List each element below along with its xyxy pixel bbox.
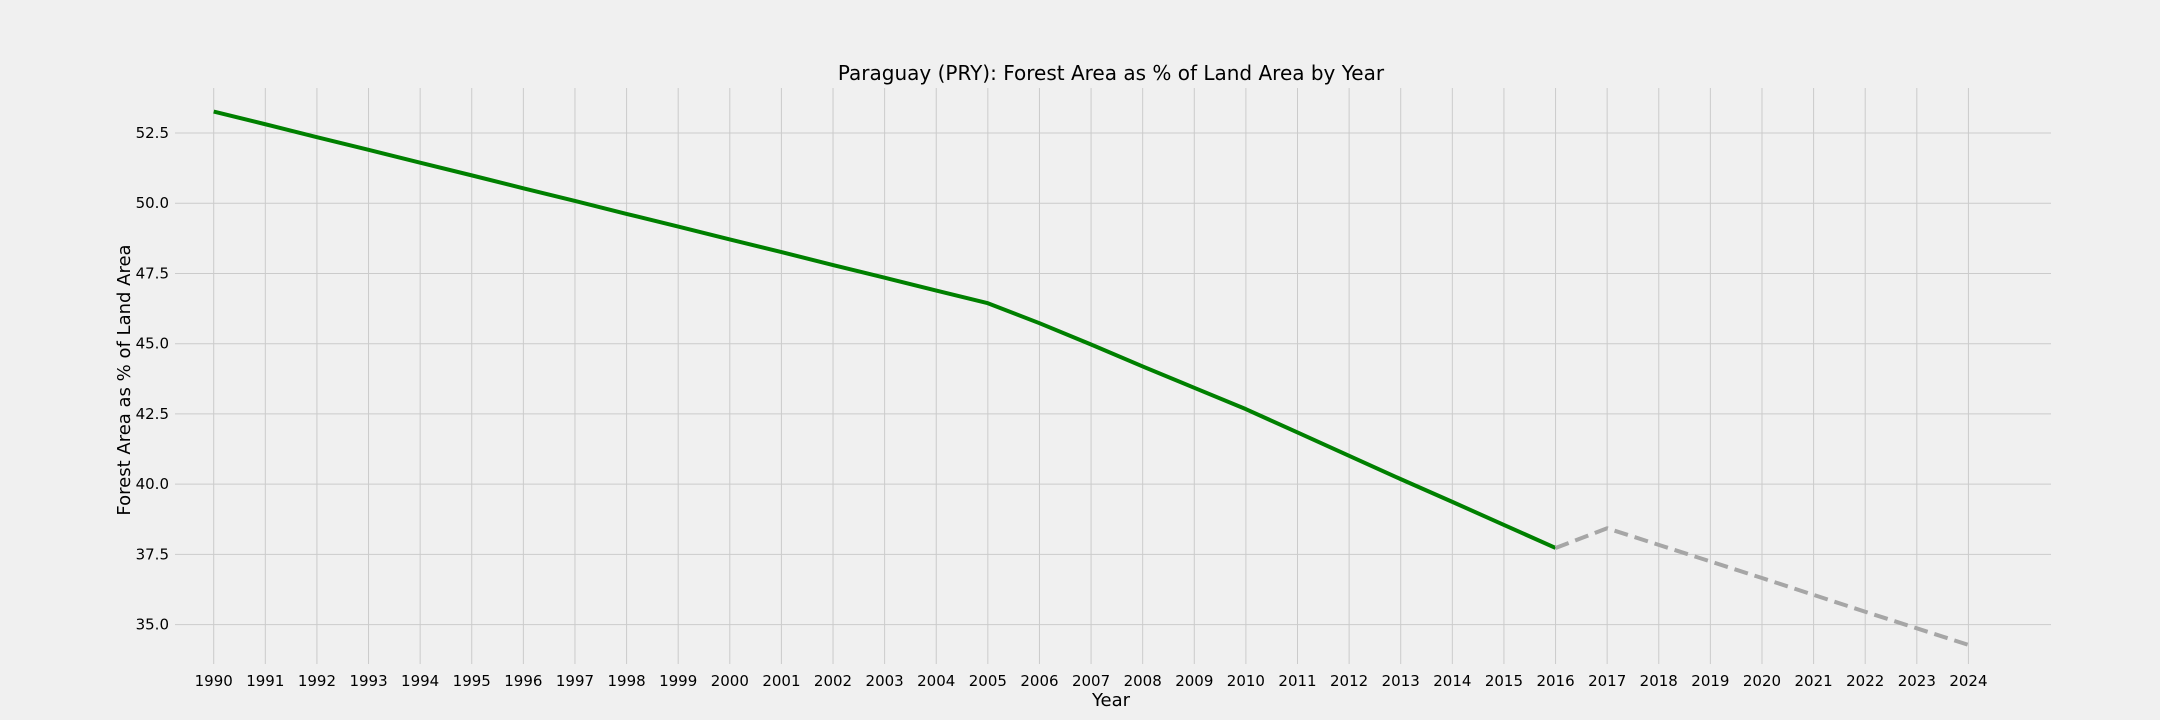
x-tick-label: 2011 — [1278, 672, 1316, 690]
x-tick-label: 2013 — [1382, 672, 1420, 690]
grid-layer — [175, 88, 2051, 664]
x-tick-label: 1993 — [349, 672, 387, 690]
y-tick-labels: 35.0 37.5 40.0 42.5 45.0 47.5 50.0 52.5 — [136, 124, 169, 634]
x-tick-label: 1991 — [246, 672, 284, 690]
x-axis-label: Year — [1091, 690, 1131, 711]
x-tick-label: 2016 — [1536, 672, 1574, 690]
y-tick-label: 50.0 — [136, 194, 169, 212]
x-tick-label: 2000 — [711, 672, 749, 690]
chart-title: Paraguay (PRY): Forest Area as % of Land… — [838, 61, 1385, 85]
x-tick-label: 2009 — [1175, 672, 1213, 690]
x-tick-label: 2017 — [1588, 672, 1626, 690]
x-tick-label: 2012 — [1330, 672, 1368, 690]
y-tick-label: 45.0 — [136, 335, 169, 353]
x-tick-label: 2020 — [1743, 672, 1781, 690]
x-tick-label: 1999 — [659, 672, 697, 690]
forest-area-series-line — [213, 109, 1557, 550]
x-tick-label: 1997 — [556, 672, 594, 690]
y-axis-label: Forest Area as % of Land Area — [114, 244, 135, 515]
x-tick-label: 1994 — [401, 672, 439, 690]
x-tick-label: 1995 — [453, 672, 491, 690]
x-tick-label: 2005 — [969, 672, 1007, 690]
x-tick-label: 2014 — [1433, 672, 1471, 690]
x-tick-label: 2006 — [1020, 672, 1058, 690]
y-tick-label: 40.0 — [136, 475, 169, 493]
x-tick-label: 2001 — [762, 672, 800, 690]
x-tick-label: 2002 — [814, 672, 852, 690]
x-tick-label: 1992 — [298, 672, 336, 690]
x-tick-label: 2024 — [1949, 672, 1987, 690]
y-tick-label: 37.5 — [136, 545, 169, 563]
x-tick-labels: 1990 1991 1992 1993 1994 1995 1996 1997 1998 1999… — [195, 672, 1988, 690]
x-tick-label: 1990 — [195, 672, 233, 690]
x-tick-label: 1998 — [607, 672, 645, 690]
y-tick-label: 35.0 — [136, 616, 169, 634]
x-tick-label: 2010 — [1227, 672, 1265, 690]
x-tick-label: 2018 — [1640, 672, 1678, 690]
x-tick-label: 2004 — [917, 672, 955, 690]
x-tick-label: 2022 — [1846, 672, 1884, 690]
y-tick-label: 47.5 — [136, 264, 169, 282]
y-tick-label: 52.5 — [136, 124, 169, 142]
x-tick-label: 2015 — [1485, 672, 1523, 690]
x-tick-label: 2021 — [1795, 672, 1833, 690]
y-tick-label: 42.5 — [136, 405, 169, 423]
x-tick-label: 2003 — [866, 672, 904, 690]
x-tick-label: 1996 — [504, 672, 542, 690]
series-layer — [213, 109, 1970, 647]
x-tick-label: 2008 — [1124, 672, 1162, 690]
x-tick-label: 2023 — [1898, 672, 1936, 690]
x-tick-label: 2019 — [1691, 672, 1729, 690]
projected-series-line — [1554, 526, 1970, 647]
x-tick-label: 2007 — [1072, 672, 1110, 690]
